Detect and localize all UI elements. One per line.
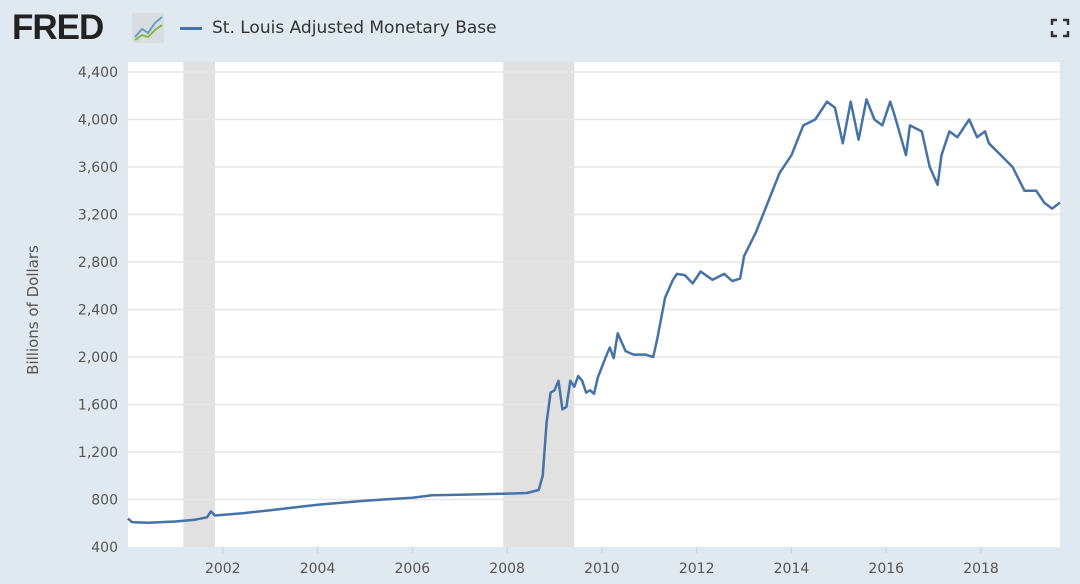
legend: St. Louis Adjusted Monetary Base: [180, 18, 497, 38]
fullscreen-icon[interactable]: [1050, 18, 1070, 38]
x-tick-label: 2018: [963, 561, 999, 577]
x-tick-label: 2004: [300, 561, 336, 577]
recession-band: [183, 62, 215, 547]
y-tick-label: 1,200: [78, 445, 118, 461]
y-tick-label: 2,400: [78, 303, 118, 319]
x-tick-label: 2006: [395, 561, 431, 577]
y-tick-label: 1,600: [78, 398, 118, 414]
x-tick-label: 2002: [205, 561, 241, 577]
recession-band: [503, 62, 575, 547]
x-tick-label: 2016: [868, 561, 904, 577]
x-tick-label: 2014: [774, 561, 810, 577]
y-tick-label: 3,600: [78, 160, 118, 176]
series-line[interactable]: [127, 98, 1061, 524]
x-tick-label: 2010: [584, 561, 620, 577]
y-axis-label: Billions of Dollars: [24, 245, 42, 375]
x-tick-label: 2008: [489, 561, 525, 577]
fred-logo[interactable]: FRED: [12, 8, 104, 47]
y-tick-label: 4,000: [78, 113, 118, 129]
y-tick-label: 800: [91, 493, 118, 509]
x-tick-label: 2012: [679, 561, 715, 577]
y-tick-label: 400: [91, 540, 118, 556]
legend-swatch: [180, 26, 202, 30]
chart-logo-icon: [132, 13, 164, 43]
y-tick-label: 3,200: [78, 208, 118, 224]
legend-label: St. Louis Adjusted Monetary Base: [212, 18, 497, 38]
y-tick-label: 4,400: [78, 65, 118, 81]
plot-area: [128, 62, 1060, 547]
y-tick-label: 2,000: [78, 350, 118, 366]
y-tick-label: 2,800: [78, 255, 118, 271]
